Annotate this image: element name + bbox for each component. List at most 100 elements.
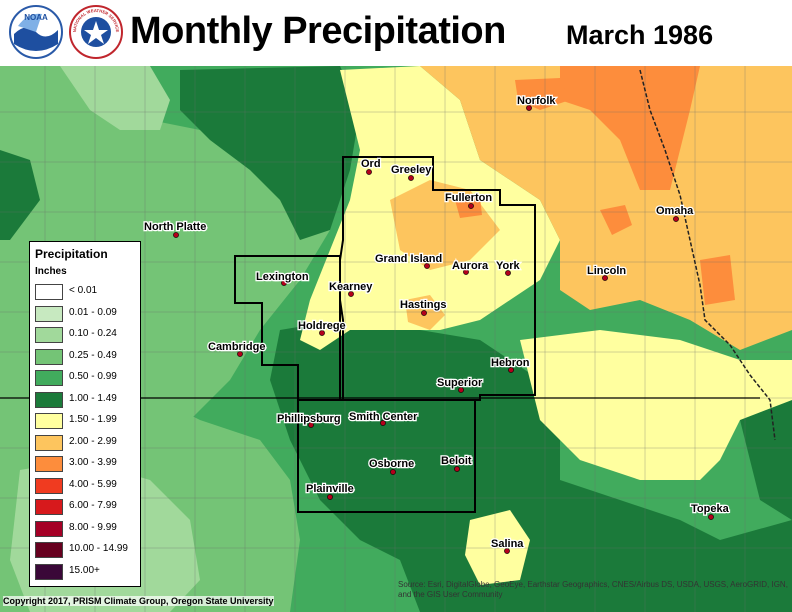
legend-item: 0.01 - 0.09 [35, 305, 139, 322]
legend-swatch [35, 370, 63, 386]
missouri-river [639, 69, 776, 441]
city-label: York [496, 260, 521, 272]
legend-swatch [35, 563, 63, 580]
legend-range-label: 6.00 - 7.99 [69, 500, 117, 511]
city-label: North Platte [144, 221, 206, 233]
legend-range-label: 0.10 - 0.24 [69, 328, 117, 339]
city-marker: Salina [490, 537, 526, 554]
city-dot [173, 232, 179, 238]
city-marker: Hebron [490, 356, 531, 373]
legend-swatch [35, 327, 63, 343]
legend-range-label: 1.00 - 1.49 [69, 392, 117, 404]
city-marker: Holdrege [297, 319, 347, 336]
legend-item: < 0.01 [35, 284, 139, 300]
city-label: Ord [361, 158, 381, 170]
legend-range-label: 8.00 - 9.99 [69, 521, 117, 533]
legend-swatch [35, 305, 63, 322]
city-label: Topeka [691, 503, 730, 515]
precip-region-darkorange-east [700, 255, 735, 305]
legend-swatch [35, 456, 63, 472]
city-dot [508, 367, 514, 373]
city-layer: Norfolk Ord Greeley Fullerton Omaha North Pla… [143, 94, 731, 554]
precip-region-pale-top [60, 66, 170, 130]
city-label: Smith Center [349, 411, 418, 423]
city-marker: Fullerton [444, 191, 494, 209]
city-marker: North Platte [143, 220, 208, 238]
legend-item: 0.10 - 0.24 [35, 327, 139, 343]
city-dot [505, 270, 511, 276]
legend-range-label: < 0.01 [69, 285, 98, 296]
city-label: Grand Island [375, 253, 442, 265]
city-dot [708, 514, 714, 520]
legend-item: 1.00 - 1.49 [35, 391, 139, 408]
city-marker: Norfolk [516, 94, 558, 111]
legend-item: 4.00 - 5.99 [35, 477, 139, 494]
city-label: Kearney [329, 281, 373, 293]
city-marker: Cambridge [207, 340, 267, 357]
city-marker: Kearney [328, 280, 375, 297]
city-dot [463, 269, 469, 275]
city-marker: Aurora [451, 259, 490, 275]
precip-region-darkorange-spot [600, 205, 632, 235]
city-dot [454, 466, 460, 472]
city-marker: Beloit [440, 454, 473, 472]
legend-swatch [35, 434, 63, 451]
svg-text:NOAA: NOAA [24, 13, 48, 22]
city-label: Cambridge [208, 341, 265, 353]
city-marker: Lincoln [586, 264, 628, 281]
city-label: Lexington [256, 271, 309, 283]
city-dot [366, 169, 372, 175]
city-marker: Plainville [305, 482, 355, 500]
legend-item: 3.00 - 3.99 [35, 456, 139, 472]
legend-swatch [35, 348, 63, 365]
city-dot [390, 469, 396, 475]
precip-region-dark-north [180, 66, 360, 240]
legend-units: Inches [35, 266, 67, 277]
office-boundary-west [234, 255, 341, 401]
legend-range-label: 3.00 - 3.99 [69, 457, 117, 468]
city-label: Salina [491, 538, 524, 550]
precip-region-darkorange-norfolk [515, 78, 570, 110]
city-dot [237, 351, 243, 357]
city-marker: Hastings [399, 298, 448, 316]
legend-range-label: 0.01 - 0.09 [69, 306, 117, 318]
legend-range-label: 1.50 - 1.99 [69, 414, 117, 425]
precip-region-dark-west [0, 150, 40, 240]
city-dot [526, 105, 532, 111]
nws-logo: NATIONAL WEATHER SERVICE [69, 5, 123, 59]
city-label: Holdrege [298, 320, 346, 332]
city-marker: Phillipsburg [276, 412, 342, 428]
city-label: Hastings [400, 299, 446, 311]
legend: Precipitation Inches < 0.01 0.01 - 0.09 0.… [29, 241, 141, 587]
legend-swatch [35, 520, 63, 537]
legend-swatch [35, 391, 63, 408]
map-title: Monthly Precipitation [130, 10, 506, 52]
city-marker: Lexington [255, 270, 310, 286]
legend-item: 0.50 - 0.99 [35, 370, 139, 386]
city-label: Norfolk [517, 95, 556, 107]
precip-region-yellow-salina [465, 510, 530, 585]
city-label: Lincoln [587, 265, 626, 277]
precip-region-yellow-southeast [520, 330, 792, 480]
city-label: Plainville [306, 483, 354, 495]
legend-range-label: 2.00 - 2.99 [69, 435, 117, 447]
city-dot [348, 291, 354, 297]
city-label: Aurora [452, 260, 489, 272]
precip-region-dark-south [270, 320, 792, 612]
city-dot [281, 280, 287, 286]
legend-range-label: 15.00+ [69, 564, 100, 576]
legend-swatch [35, 413, 63, 429]
legend-range-label: 10.00 - 14.99 [69, 543, 128, 554]
city-dot [421, 310, 427, 316]
city-label: Phillipsburg [277, 413, 341, 425]
city-marker: Omaha [655, 204, 695, 222]
city-marker: Superior [436, 376, 484, 393]
map-period: March 1986 [566, 20, 714, 50]
city-dot [408, 175, 414, 181]
legend-item: 8.00 - 9.99 [35, 520, 139, 537]
legend-range-label: 0.50 - 0.99 [69, 371, 117, 382]
legend-item: 0.25 - 0.49 [35, 348, 139, 365]
legend-swatch [35, 499, 63, 515]
legend-item: 1.50 - 1.99 [35, 413, 139, 429]
legend-swatch [35, 477, 63, 494]
